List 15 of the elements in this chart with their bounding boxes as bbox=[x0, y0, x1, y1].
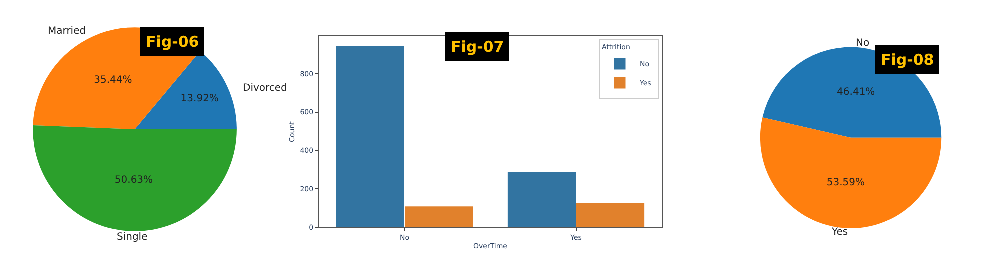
pie-slice bbox=[762, 47, 942, 138]
data-label: 35.44% bbox=[94, 74, 132, 86]
slice-label: Divorced bbox=[243, 83, 288, 94]
text: Fig-08 bbox=[881, 51, 934, 69]
chart-title: Fig-07 bbox=[451, 38, 504, 56]
text: Fig-06 bbox=[146, 33, 200, 51]
pie-slice bbox=[33, 125, 237, 232]
data-label: 13.92% bbox=[180, 94, 219, 105]
data-label: 46.41% bbox=[837, 87, 876, 98]
data-label: 53.59% bbox=[826, 177, 865, 188]
slice-label: Single bbox=[117, 232, 148, 243]
slice-label: No bbox=[856, 38, 870, 49]
data-label: 50.63% bbox=[114, 174, 154, 186]
slice-label: Married bbox=[48, 26, 86, 37]
pie-slice bbox=[760, 118, 942, 228]
